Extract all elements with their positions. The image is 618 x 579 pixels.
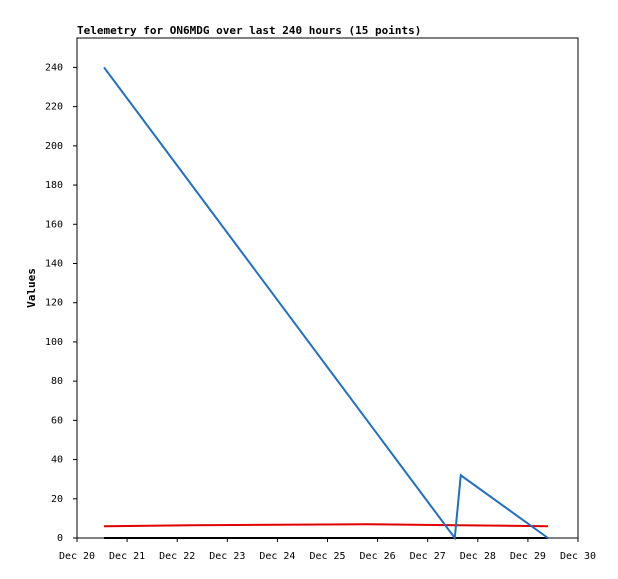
x-tick-label: Dec 21 [109,551,145,562]
y-tick-label: 120 [45,298,63,309]
y-tick-label: 240 [45,62,63,73]
y-tick-label: 20 [51,494,63,505]
y-tick-label: 200 [45,141,63,152]
y-tick-label: 140 [45,258,63,269]
y-tick-label: 40 [51,455,63,466]
y-tick-label: 0 [57,533,63,544]
y-tick-label: 80 [51,376,63,387]
y-axis-label: Values [25,268,38,308]
x-tick-label: Dec 22 [159,551,195,562]
chart-title: Telemetry for ON6MDG over last 240 hours… [77,24,421,37]
x-tick-label: Dec 20 [59,551,95,562]
x-tick-label: Dec 30 [560,551,596,562]
series-line [103,66,549,541]
x-tick-label: Dec 28 [460,551,496,562]
x-tick-label: Dec 29 [510,551,546,562]
x-tick-label: Dec 27 [410,551,446,562]
x-tick-label: Dec 26 [360,551,396,562]
y-tick-label: 60 [51,415,63,426]
x-tick-label: Dec 24 [259,551,295,562]
plot-frame [76,37,579,539]
x-tick-label: Dec 25 [309,551,345,562]
series-line [104,523,548,528]
y-tick-label: 220 [45,102,63,113]
y-tick-label: 180 [45,180,63,191]
y-tick-label: 160 [45,219,63,230]
x-tick-label: Dec 23 [209,551,245,562]
y-tick-label: 100 [45,337,63,348]
